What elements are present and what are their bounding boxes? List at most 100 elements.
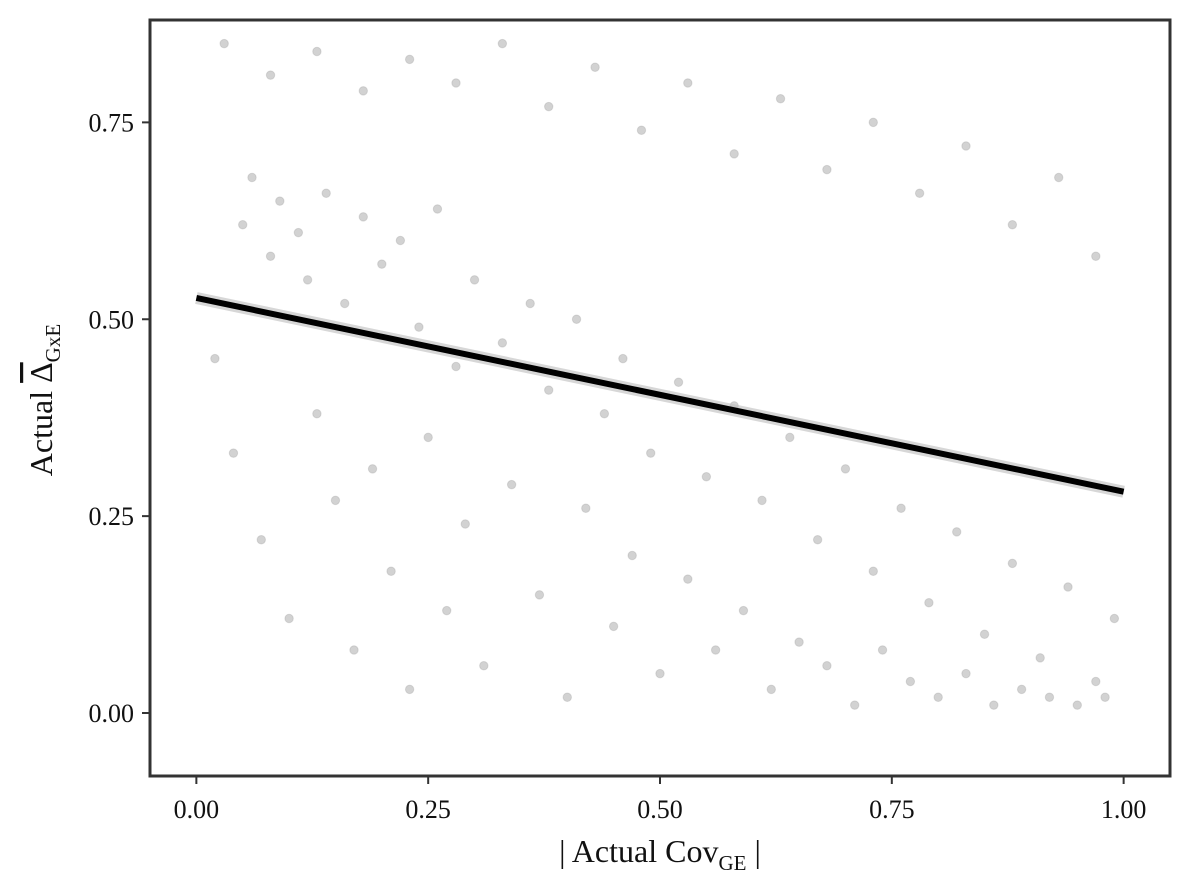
x-tick-label: 0.00: [174, 795, 220, 824]
data-point: [822, 164, 832, 175]
data-point: [256, 535, 266, 545]
data-point: [534, 590, 545, 600]
data-point: [924, 598, 934, 608]
x-tick-label: 0.25: [405, 795, 451, 824]
data-point: [312, 46, 322, 57]
data-point: [1016, 684, 1027, 695]
data-point: [367, 464, 378, 474]
data-point: [219, 38, 229, 49]
data-point: [729, 149, 739, 159]
data-point: [340, 298, 350, 309]
data-point: [1063, 582, 1073, 592]
y-axis-title-group: Actual ΔGxE: [23, 324, 65, 476]
data-point: [905, 676, 916, 687]
data-point: [840, 464, 851, 474]
data-point: [506, 479, 517, 490]
data-point: [989, 700, 999, 710]
data-point: [442, 605, 452, 616]
data-point: [275, 196, 285, 206]
data-point: [265, 70, 276, 80]
data-point: [961, 141, 971, 151]
data-point: [544, 101, 554, 112]
x-tick-label: 0.75: [869, 795, 915, 824]
data-point: [247, 172, 257, 183]
data-point: [451, 78, 461, 88]
y-tick-label: 0.00: [89, 699, 135, 728]
data-point: [794, 637, 804, 647]
data-point: [914, 188, 925, 198]
fit-line: [195, 295, 1125, 495]
data-point: [460, 519, 470, 529]
data-point: [414, 322, 424, 332]
data-point: [766, 684, 776, 695]
x-tick-label: 1.00: [1101, 795, 1147, 824]
y-axis: 0.00 0.25 0.50 0.75: [89, 108, 150, 728]
data-point: [683, 78, 693, 88]
y-axis-title-symbol: Δ: [23, 362, 59, 383]
data-point: [599, 409, 610, 419]
data-point: [1091, 676, 1101, 687]
data-point: [469, 275, 480, 285]
data-point: [302, 275, 313, 285]
data-point: [358, 212, 368, 222]
data-point: [1035, 653, 1045, 663]
data-point: [1109, 613, 1120, 624]
data-point: [952, 527, 962, 537]
data-point: [1072, 700, 1082, 710]
x-tick-label: 0.50: [637, 795, 683, 824]
data-point: [757, 495, 767, 506]
x-axis-title-prefix: | Actual Cov: [559, 833, 718, 869]
data-point: [321, 188, 331, 198]
data-point: [627, 550, 637, 561]
data-point: [673, 377, 684, 387]
data-point: [812, 535, 823, 545]
data-point: [822, 661, 832, 671]
data-point: [571, 314, 582, 324]
data-point: [423, 432, 433, 443]
y-tick-label: 0.50: [89, 305, 135, 334]
data-point: [377, 259, 387, 269]
data-point: [544, 385, 554, 395]
data-points-layer: [210, 38, 1120, 710]
data-point: [238, 220, 248, 230]
data-point: [395, 235, 406, 246]
y-tick-label: 0.75: [89, 108, 135, 137]
data-point: [386, 566, 396, 576]
data-point: [775, 94, 786, 104]
data-point: [497, 338, 508, 348]
data-point: [330, 495, 341, 506]
x-axis-title-suffix: |: [746, 833, 760, 869]
x-axis-title: | Actual CovGE |: [559, 833, 761, 875]
data-point: [228, 448, 239, 458]
data-point: [312, 409, 322, 419]
data-point: [710, 645, 721, 655]
data-point: [868, 566, 878, 576]
data-point: [896, 503, 906, 513]
data-point: [1054, 172, 1064, 183]
data-point: [850, 700, 860, 710]
x-axis: 0.00 0.25 0.50 0.75 1.00: [174, 776, 1147, 824]
data-point: [618, 353, 628, 364]
data-point: [1044, 692, 1055, 702]
data-point: [979, 629, 990, 639]
y-axis-title-prefix: Actual: [23, 383, 59, 476]
data-point: [701, 472, 712, 482]
data-point: [1007, 558, 1018, 569]
fit-line-layer: [195, 292, 1125, 498]
data-point: [646, 448, 656, 458]
data-point: [358, 86, 368, 96]
data-point: [479, 661, 489, 671]
y-axis-title-subscript: GxE: [41, 324, 65, 363]
data-point: [293, 227, 304, 238]
data-point: [785, 432, 795, 443]
data-point: [608, 621, 619, 632]
data-point: [562, 692, 572, 702]
data-point: [404, 684, 415, 695]
data-point: [404, 54, 415, 65]
data-point: [655, 668, 665, 679]
data-point: [933, 692, 943, 702]
x-axis-title-subscript: GE: [718, 851, 746, 875]
data-point: [581, 503, 591, 513]
